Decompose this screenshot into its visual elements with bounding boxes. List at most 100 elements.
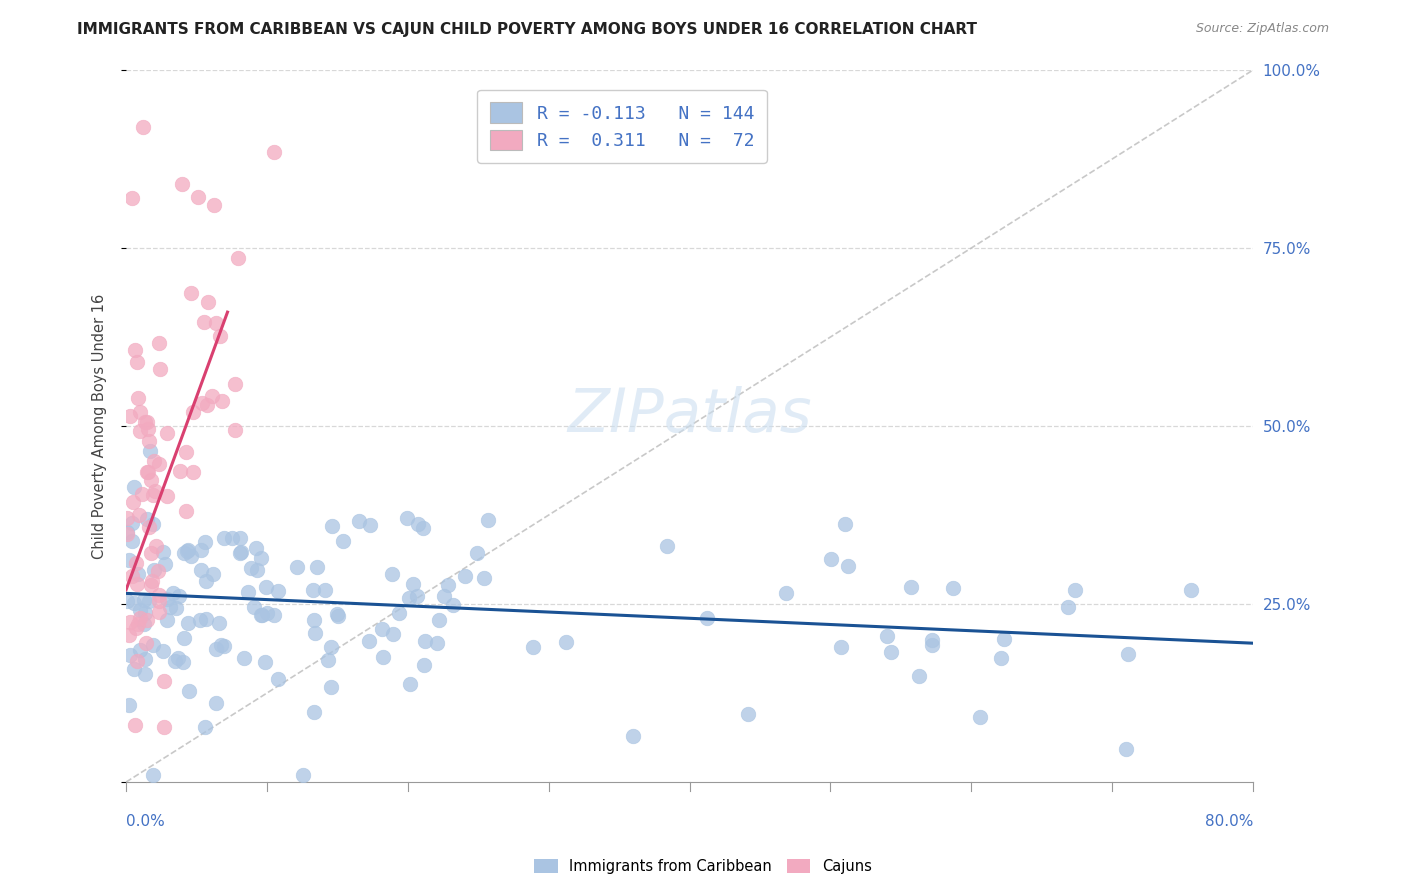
Legend: R = -0.113   N = 144, R =  0.311   N =  72: R = -0.113 N = 144, R = 0.311 N = 72 <box>477 90 766 163</box>
Point <box>214 531 236 545</box>
Point <box>156 489 179 503</box>
Point <box>122 480 145 494</box>
Point <box>127 576 149 591</box>
Point <box>153 557 176 571</box>
Point <box>118 698 141 713</box>
Point <box>879 645 901 659</box>
Point <box>522 640 544 654</box>
Point <box>136 422 159 436</box>
Point <box>229 531 252 545</box>
Point <box>117 553 139 567</box>
Point <box>398 591 420 605</box>
Point <box>124 718 146 732</box>
Point <box>135 512 157 526</box>
Point <box>134 606 156 620</box>
Point <box>208 329 231 343</box>
Point <box>127 391 149 405</box>
Point <box>900 580 922 594</box>
Point <box>1118 648 1140 662</box>
Point <box>229 546 252 560</box>
Point <box>180 285 202 300</box>
Point <box>254 655 277 669</box>
Point <box>226 251 249 265</box>
Point <box>122 596 145 610</box>
Point <box>138 594 160 608</box>
Point <box>412 521 434 535</box>
Point <box>408 516 430 531</box>
Point <box>246 563 269 577</box>
Point <box>395 511 418 525</box>
Point <box>174 445 197 459</box>
Point <box>263 145 285 160</box>
Point <box>990 650 1012 665</box>
Point <box>399 677 422 691</box>
Point <box>138 520 160 534</box>
Point <box>209 638 232 652</box>
Point <box>180 549 202 563</box>
Point <box>359 634 381 648</box>
Point <box>197 295 219 310</box>
Point <box>152 644 174 658</box>
Point <box>201 389 224 403</box>
Point <box>156 425 179 440</box>
Point <box>181 405 204 419</box>
Point <box>131 486 153 500</box>
Point <box>181 465 204 479</box>
Point <box>243 599 266 614</box>
Point <box>139 473 162 487</box>
Point <box>173 656 195 670</box>
Point <box>245 541 267 556</box>
Point <box>142 453 165 467</box>
Point <box>143 483 166 498</box>
Point <box>837 558 859 573</box>
Point <box>820 552 842 566</box>
Point <box>129 643 152 657</box>
Point <box>148 605 170 619</box>
Point <box>167 589 190 603</box>
Point <box>224 423 246 437</box>
Point <box>205 696 228 710</box>
Point <box>359 517 381 532</box>
Point <box>148 588 170 602</box>
Point <box>141 574 163 588</box>
Point <box>162 586 184 600</box>
Point <box>136 465 159 479</box>
Point <box>115 527 138 541</box>
Point <box>148 457 170 471</box>
Point <box>135 613 157 627</box>
Point <box>211 393 233 408</box>
Point <box>128 424 150 438</box>
Point <box>256 607 278 621</box>
Point <box>135 636 157 650</box>
Point <box>204 641 226 656</box>
Point <box>125 622 148 636</box>
Point <box>224 376 246 391</box>
Point <box>429 613 451 627</box>
Point <box>163 654 186 668</box>
Point <box>292 768 315 782</box>
Point <box>775 586 797 600</box>
Point <box>195 398 218 412</box>
Point <box>121 191 143 205</box>
Point <box>139 578 162 592</box>
Point <box>142 768 165 782</box>
Point <box>125 654 148 668</box>
Point <box>254 580 277 594</box>
Point <box>347 514 370 528</box>
Point <box>737 706 759 721</box>
Point <box>194 612 217 626</box>
Point <box>148 361 170 376</box>
Point <box>121 516 143 531</box>
Point <box>127 354 149 368</box>
Point <box>204 316 226 330</box>
Point <box>263 608 285 623</box>
Point <box>201 566 224 581</box>
Point <box>314 583 336 598</box>
Point <box>190 543 212 558</box>
Legend: Immigrants from Caribbean, Cajuns: Immigrants from Caribbean, Cajuns <box>529 854 877 880</box>
Point <box>212 639 235 653</box>
Point <box>250 608 273 623</box>
Point <box>117 594 139 608</box>
Point <box>474 571 496 585</box>
Point <box>402 577 425 591</box>
